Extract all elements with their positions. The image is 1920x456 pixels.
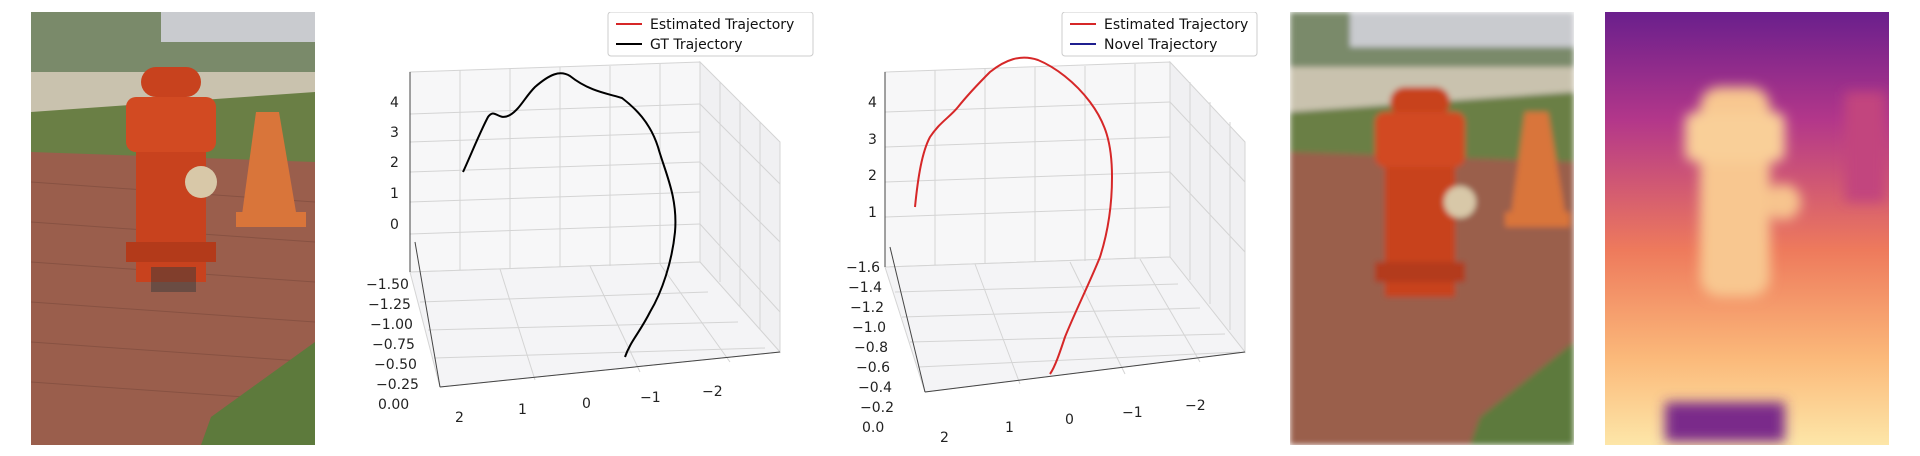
x-tick-label: 2	[940, 430, 949, 445]
estimated-trajectory-line	[914, 56, 1114, 375]
x-tick-label: −1	[1122, 405, 1143, 421]
z-tick-label: 4	[868, 95, 877, 111]
chart-right-grid	[884, 60, 1246, 393]
y-tick-label: −0.75	[372, 337, 415, 353]
hydrant-photo-right	[1290, 12, 1574, 445]
z-tick-label: 3	[390, 125, 399, 141]
y-tick-label: −1.2	[850, 300, 884, 316]
chart-left-grid	[409, 60, 782, 388]
y-tick-label: −1.0	[852, 320, 886, 336]
chart-right-legend: Estimated Trajectory Novel Trajectory	[1061, 12, 1258, 57]
z-tick-label: 2	[390, 155, 399, 171]
y-tick-label: −0.8	[854, 340, 888, 356]
x-tick-label: −2	[1185, 398, 1206, 414]
legend-label-gt: GT Trajectory	[650, 37, 742, 53]
z-tick-label: 1	[390, 186, 399, 202]
x-tick-label: 0	[1065, 412, 1074, 428]
hydrant-photo-left	[31, 12, 315, 445]
y-tick-label: −0.25	[376, 377, 419, 393]
y-tick-label: −0.50	[374, 357, 417, 373]
x-tick-label: 0	[582, 396, 591, 412]
x-tick-label: 2	[455, 410, 464, 426]
y-tick-label: 0.00	[378, 397, 409, 413]
z-tick-label: 4	[390, 95, 399, 111]
y-tick-label: −1.00	[370, 317, 413, 333]
y-tick-label: −0.4	[858, 380, 892, 396]
y-tick-label: −1.6	[846, 260, 880, 276]
y-tick-label: −1.50	[366, 277, 409, 293]
x-tick-label: 1	[518, 402, 527, 418]
z-tick-label: 1	[868, 205, 877, 221]
legend-label-estimated: Estimated Trajectory	[650, 17, 794, 33]
y-tick-label: 0.0	[862, 420, 884, 436]
hydrant-photo-right-image	[1290, 12, 1574, 445]
chart-left-legend: Estimated Trajectory GT Trajectory	[607, 12, 814, 57]
z-tick-label: 2	[868, 168, 877, 184]
trajectory-chart-right: 4 3 2 1 −1.6 −1.4 −1.2 −1.0 −0.8 −0.6 −0…	[840, 12, 1260, 445]
y-tick-label: −0.6	[856, 360, 890, 376]
gt-trajectory-line	[462, 72, 677, 358]
y-tick-label: −1.4	[848, 280, 882, 296]
depth-map	[1605, 12, 1889, 445]
z-tick-label: 3	[868, 132, 877, 148]
x-tick-label: −1	[640, 390, 661, 406]
x-tick-label: 1	[1005, 420, 1014, 436]
depth-map-image	[1605, 12, 1889, 445]
trajectory-chart-left: 4 3 2 1 0 −1.50 −1.25 −1.00 −0.75 −0.50 …	[360, 12, 820, 445]
y-tick-label: −1.25	[368, 297, 411, 313]
legend-label-estimated: Estimated Trajectory	[1104, 17, 1248, 33]
y-tick-label: −0.2	[860, 400, 894, 416]
x-tick-label: −2	[702, 384, 723, 400]
hydrant-photo-left-image	[31, 12, 315, 445]
legend-label-novel: Novel Trajectory	[1104, 37, 1217, 53]
z-tick-label: 0	[390, 217, 399, 233]
